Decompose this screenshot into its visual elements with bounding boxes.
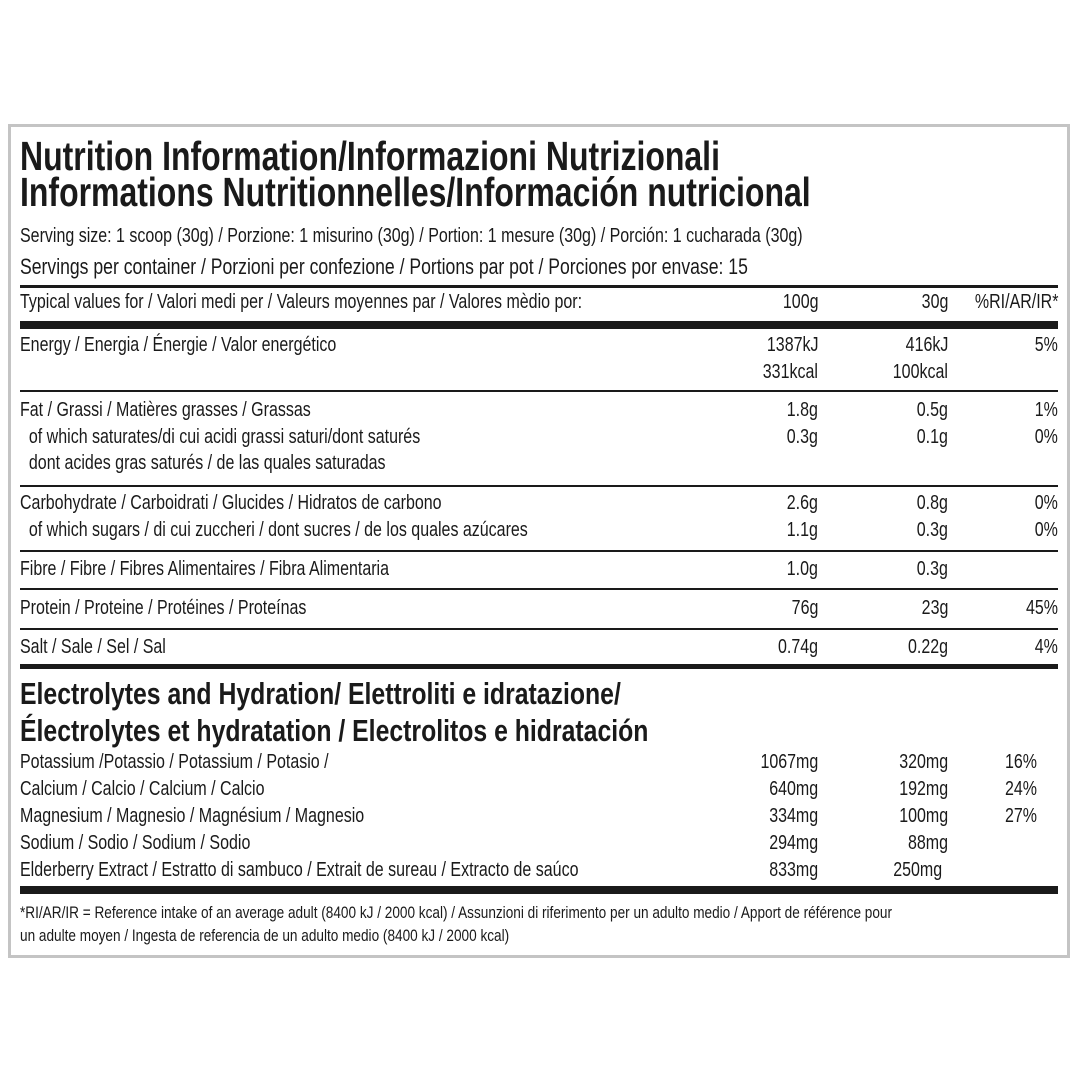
value-ri: 16% [1004, 751, 1037, 773]
divider-thick [20, 886, 1058, 894]
nutrient-name: Protein / Proteine / Protéines / Proteín… [20, 597, 307, 619]
divider [20, 485, 1058, 487]
value-ri: 0% [1034, 425, 1058, 448]
servings-per-container: Servings per container / Porzioni per co… [20, 254, 748, 279]
electrolyte-name: Sodium / Sodio / Sodium / Sodio [20, 832, 251, 854]
value-per-30g: 23g [921, 597, 948, 619]
value-per-100g: 0.3g [786, 425, 818, 448]
header-30g: 30g [921, 291, 948, 313]
value-per-100g: 2.6g [786, 492, 818, 514]
divider [20, 588, 1058, 590]
value-per-30g: 100mg [899, 805, 948, 827]
divider-thick [20, 321, 1058, 329]
value-per-30g: 0.1g [916, 425, 948, 448]
header-100g: 100g [782, 291, 818, 313]
value-per-100g: 1.0g [786, 558, 818, 580]
label-frame [8, 124, 1070, 958]
value-per-30g: 250mg [893, 859, 942, 881]
value-ri: 0% [1034, 518, 1058, 541]
value-per-100g: 1067mg [760, 751, 818, 773]
value-per-30g: 0.22g [907, 636, 948, 658]
value-per-100g: 294mg [769, 832, 818, 854]
value-per-30g: 0.8g [916, 492, 948, 514]
nutrient-name: Salt / Sale / Sel / Sal [20, 636, 166, 658]
nutrient-name: dont acides gras saturés / de las quales… [20, 452, 386, 474]
value-per-30g: 192mg [899, 778, 948, 800]
title-line-2: Informations Nutritionnelles/Información… [20, 169, 811, 215]
electrolytes-title-1: Electrolytes and Hydration/ Elettroliti … [20, 676, 621, 711]
electrolyte-name: Calcium / Calcio / Calcium / Calcio [20, 778, 265, 800]
value-per-100g: 334mg [769, 805, 818, 827]
electrolyte-name: Magnesium / Magnesio / Magnésium / Magne… [20, 805, 365, 827]
header-label: Typical values for / Valori medi per / V… [20, 291, 583, 313]
value-ri: 27% [1004, 805, 1037, 827]
value-ri: 0% [1034, 492, 1058, 514]
value-per-100g: 1387kJ [766, 334, 818, 356]
value-per-30g: 0.3g [916, 558, 948, 580]
value-ri: 1% [1034, 399, 1058, 421]
nutrient-name: Fibre / Fibre / Fibres Alimentaires / Fi… [20, 558, 390, 580]
value-per-100g: 1.1g [786, 518, 818, 541]
value-per-100g: 1.8g [786, 399, 818, 421]
nutrient-name: Energy / Energia / Énergie / Valor energ… [20, 334, 337, 356]
footnote-line-2: un adulte moyen / Ingesta de referencia … [20, 926, 510, 945]
electrolyte-name: Potassium /Potassio / Potassium / Potasi… [20, 751, 329, 773]
nutrient-name: Fat / Grassi / Matières grasses / Grassa… [20, 399, 311, 421]
value-ri: 5% [1034, 334, 1058, 356]
divider-thick [20, 664, 1058, 669]
value-per-30g: 100kcal [892, 360, 948, 383]
footnote-line-1: *RI/AR/IR = Reference intake of an avera… [20, 903, 893, 922]
divider [20, 628, 1058, 630]
value-per-30g: 416kJ [905, 334, 948, 356]
nutrient-name: of which sugars / di cui zuccheri / dont… [20, 518, 528, 541]
value-ri: 4% [1034, 636, 1058, 658]
electrolyte-name: Elderberry Extract / Estratto di sambuco… [20, 859, 579, 881]
value-per-100g: 833mg [769, 859, 818, 881]
nutrient-name: Carbohydrate / Carboidrati / Glucides / … [20, 492, 442, 514]
value-per-30g: 0.3g [916, 518, 948, 541]
value-per-100g: 331kcal [762, 360, 818, 383]
electrolytes-title-2: Électrolytes et hydratation / Electrolit… [20, 713, 649, 748]
value-per-30g: 0.5g [916, 399, 948, 421]
nutrient-name: of which saturates/di cui acidi grassi s… [20, 425, 421, 448]
title-line-1: Nutrition Information/Informazioni Nutri… [20, 133, 720, 179]
value-ri: 24% [1004, 778, 1037, 800]
value-ri: 45% [1025, 597, 1058, 619]
divider [20, 285, 1058, 288]
divider [20, 550, 1058, 552]
divider [20, 390, 1058, 392]
value-per-100g: 0.74g [777, 636, 818, 658]
value-per-30g: 88mg [907, 832, 948, 854]
value-per-100g: 640mg [769, 778, 818, 800]
header-ri: %RI/AR/IR* [974, 291, 1058, 313]
serving-size: Serving size: 1 scoop (30g) / Porzione: … [20, 225, 803, 247]
value-per-30g: 320mg [899, 751, 948, 773]
value-per-100g: 76g [791, 597, 818, 619]
